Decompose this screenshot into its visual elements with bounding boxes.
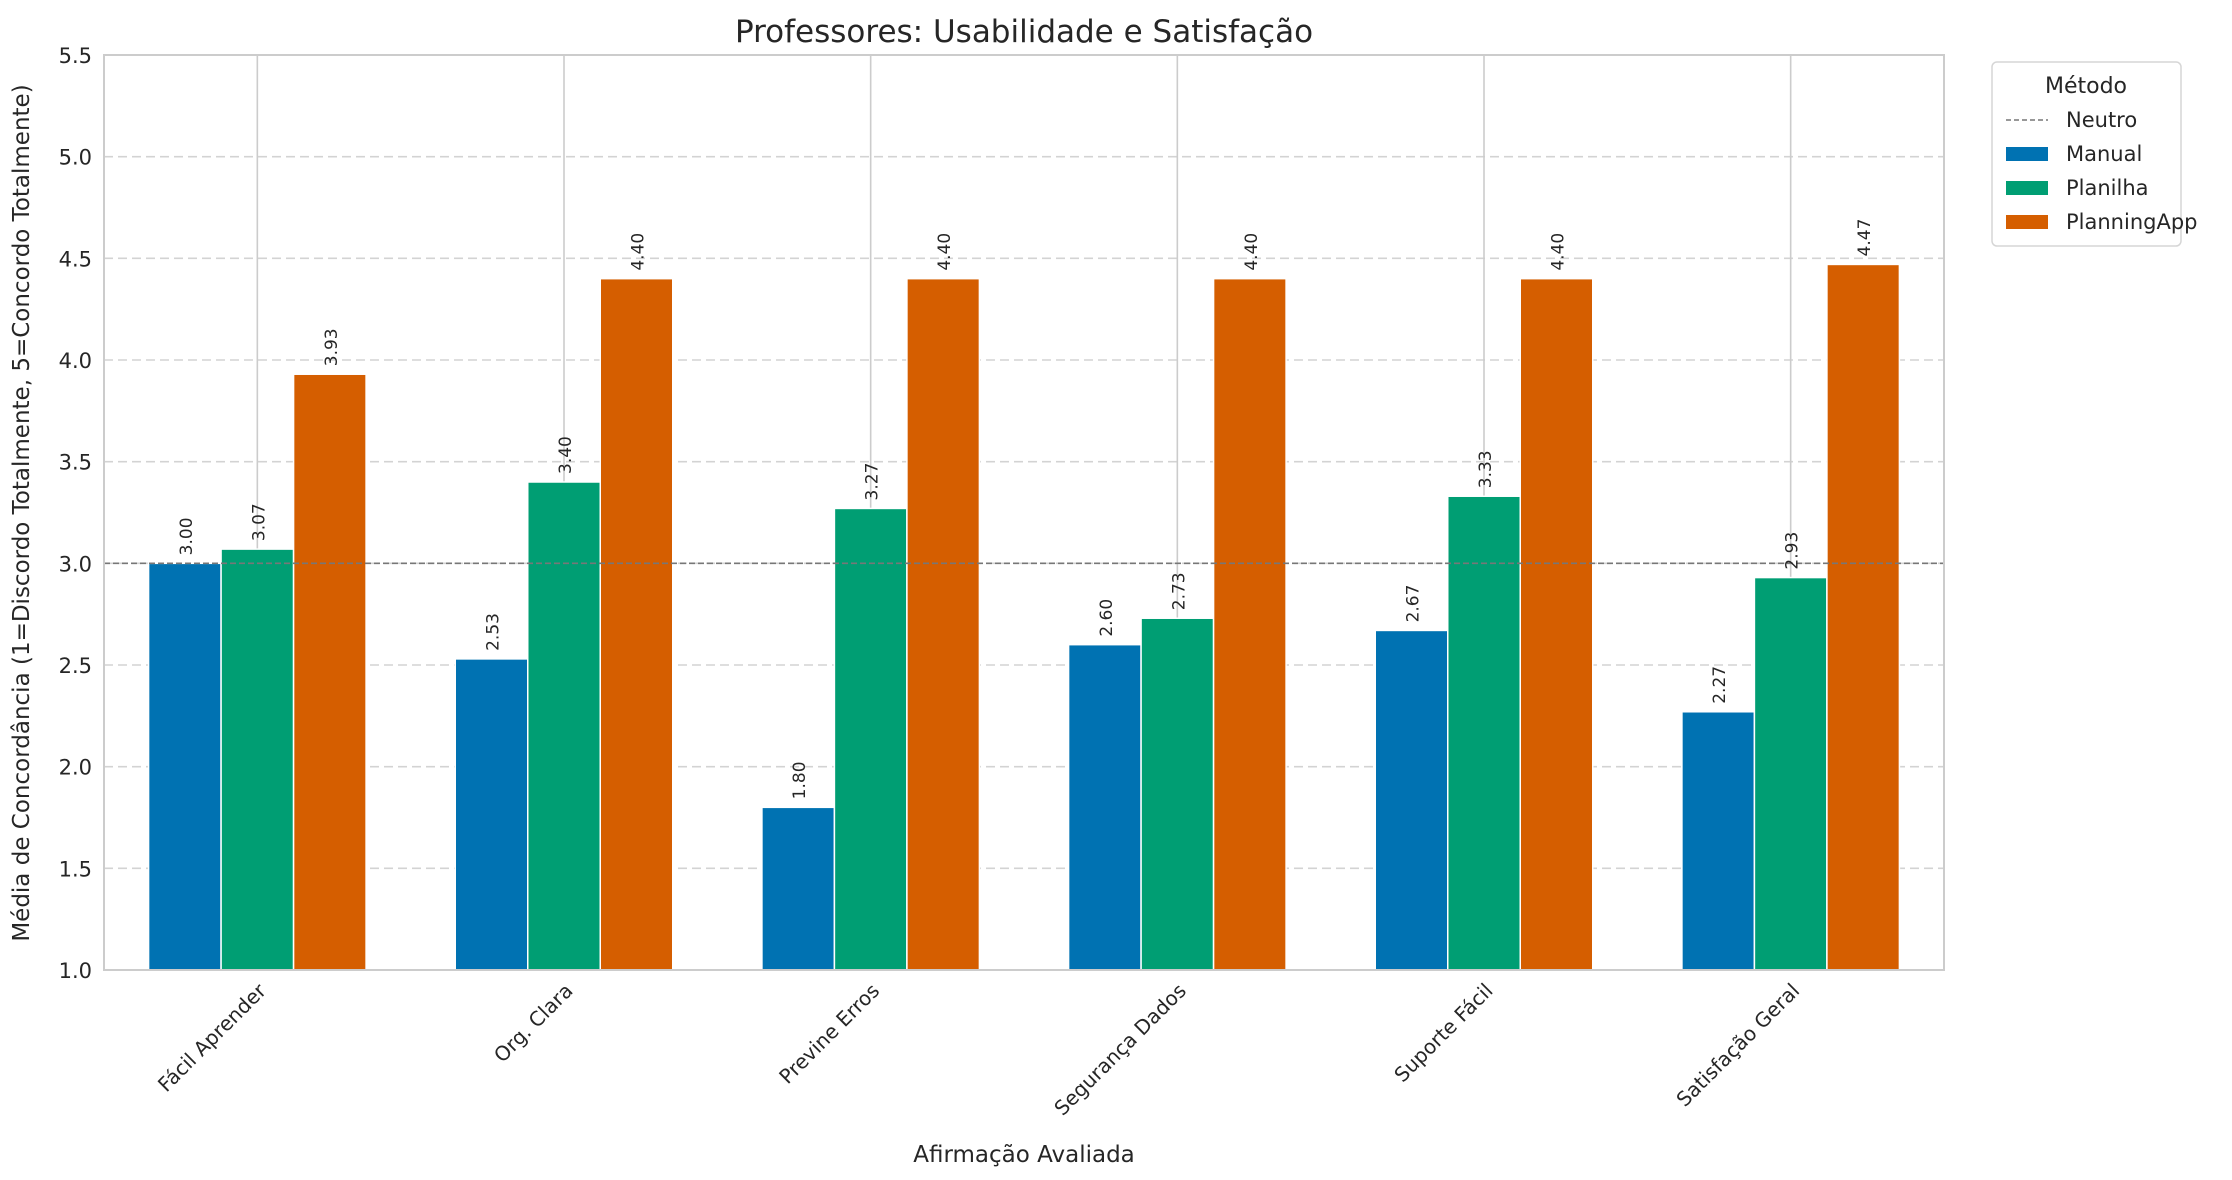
x-tick-label: Satisfação Geral [1671,979,1804,1112]
bar-value-label: 3.93 [322,328,342,366]
bar-value-label: 2.73 [1169,572,1189,610]
bar-value-label: 4.40 [1549,233,1569,271]
bar-value-label: 2.60 [1097,599,1117,637]
legend-title: Método [2045,74,2127,99]
bar-value-label: 2.53 [484,613,504,651]
bar-manual [1067,643,1142,971]
grid-lines [104,55,1944,970]
bar-value-label: 4.40 [935,233,955,271]
chart-title: Professores: Usabilidade e Satisfação [735,14,1313,50]
bar-manual [761,806,836,971]
x-tick-label: Fácil Aprender [153,978,271,1096]
bar-value-label: 2.67 [1404,585,1424,623]
bar-value-label: 2.27 [1710,666,1730,704]
legend-label: PlanningApp [2066,210,2198,234]
bars [147,263,1901,971]
bar-planilha [1140,617,1215,971]
y-tick-label: 5.5 [59,44,92,68]
bar-manual [1374,629,1449,971]
y-tick-label: 4.0 [59,349,92,373]
legend-swatch-manual [2006,147,2048,161]
bar-planningapp [1519,277,1594,971]
bar-value-label: 4.40 [1242,233,1262,271]
bar-value-label: 3.33 [1476,450,1496,488]
y-tick-label: 2.0 [59,756,92,780]
y-tick-label: 4.5 [59,247,92,271]
legend-items: Neutro Manual Planilha PlanningApp [2006,108,2198,234]
bar-planilha [220,548,295,971]
bar-value-label: 4.40 [629,233,649,271]
bar-planilha [1447,495,1521,971]
y-tick-label: 5.0 [59,146,92,170]
bar-value-label: 4.47 [1855,219,1875,257]
bar-planningapp [292,373,367,971]
bar-value-label: 3.40 [556,436,576,474]
legend-label: Neutro [2066,108,2137,132]
legend: Método Neutro Manual Planilha PlanningApp [1991,61,2198,247]
bar-manual [454,658,529,971]
bar-planningapp [1212,277,1287,971]
bar-value-label: 3.00 [177,517,197,555]
plot-frame [103,54,1945,971]
bar-planilha [1753,576,1828,971]
bar-planningapp [599,277,674,971]
x-axis-label: Afirmação Avaliada [913,1142,1135,1168]
bar-manual [1681,711,1756,971]
x-tick-label: Segurança Dados [1049,979,1191,1121]
x-tick-label: Suporte Fácil [1389,979,1497,1087]
bar-planningapp [1826,263,1901,971]
bar-planilha [527,481,601,971]
x-tick-label: Org. Clara [489,979,578,1068]
y-tick-label: 1.5 [59,857,92,881]
y-axis-ticks: 1.0 1.5 2.0 2.5 3.0 3.5 4.0 4.5 5.0 5.5 [59,44,92,983]
legend-label: Manual [2066,142,2142,166]
legend-label: Planilha [2066,176,2149,200]
x-tick-label: Previne Erros [774,979,884,1089]
y-tick-label: 3.5 [59,451,92,475]
bar-value-label: 3.27 [863,463,883,501]
bar-value-label: 1.80 [790,761,810,799]
y-axis-label: Média de Concordância (1=Discordo Totalm… [9,84,35,941]
y-tick-label: 1.0 [59,959,92,983]
legend-box [1991,61,2182,247]
bar-manual [147,562,222,971]
bar-value-label: 2.93 [1783,532,1803,570]
bar-planningapp [906,277,981,971]
legend-swatch-planningapp [2006,215,2048,229]
x-axis-ticks: Fácil Aprender Org. Clara Previne Erros Seg… [153,978,1804,1120]
legend-swatch-planilha [2006,181,2048,195]
bar-value-labels: 3.00 2.53 1.80 2.60 2.67 2.27 3.07 3.40 3.27 2.73… [177,219,1875,800]
y-tick-label: 3.0 [59,552,92,576]
bar-value-label: 3.07 [249,503,269,541]
y-tick-label: 2.5 [59,654,92,678]
bar-planilha [833,507,908,971]
